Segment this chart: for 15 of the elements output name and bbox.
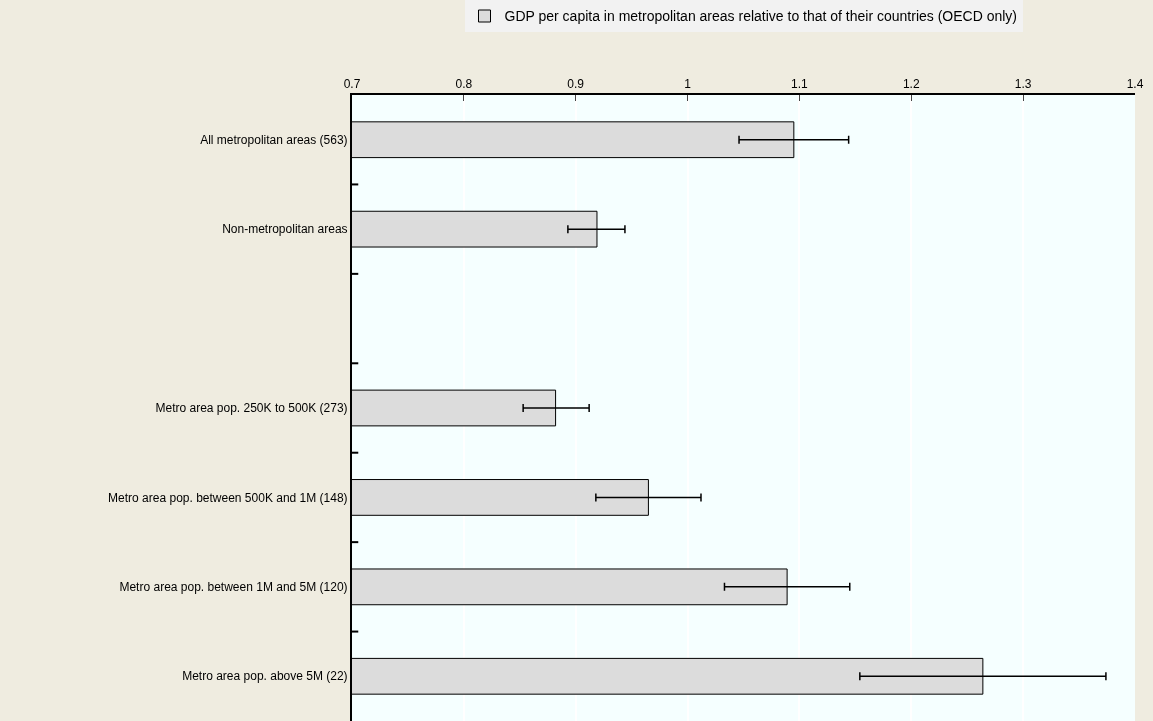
legend-label: GDP per capita in metropolitan areas relative to that of their countries (OECD only) <box>504 8 1018 25</box>
x-tick-label: 0.7 <box>343 77 361 92</box>
y-tick-label: Non-metropolitan areas <box>222 222 348 237</box>
x-tick-label: 1.3 <box>1014 77 1032 92</box>
y-tick-label: Metro area pop. 250K to 500K (273) <box>155 401 348 416</box>
x-tick-label: 1.2 <box>902 77 920 92</box>
x-tick-label: 1 <box>684 77 692 92</box>
y-tick-label: Metro area pop. above 5M (22) <box>182 669 348 684</box>
x-tick-label: 1.1 <box>791 77 809 92</box>
x-tick-label: 0.9 <box>567 77 585 92</box>
y-tick-label: Metro area pop. between 500K and 1M (148) <box>108 490 348 505</box>
x-tick-label: 1.4 <box>1126 77 1144 92</box>
y-tick-label: Metro area pop. between 1M and 5M (120) <box>119 580 348 595</box>
x-tick-label: 0.8 <box>455 77 473 92</box>
y-tick-label: All metropolitan areas (563) <box>200 132 348 147</box>
